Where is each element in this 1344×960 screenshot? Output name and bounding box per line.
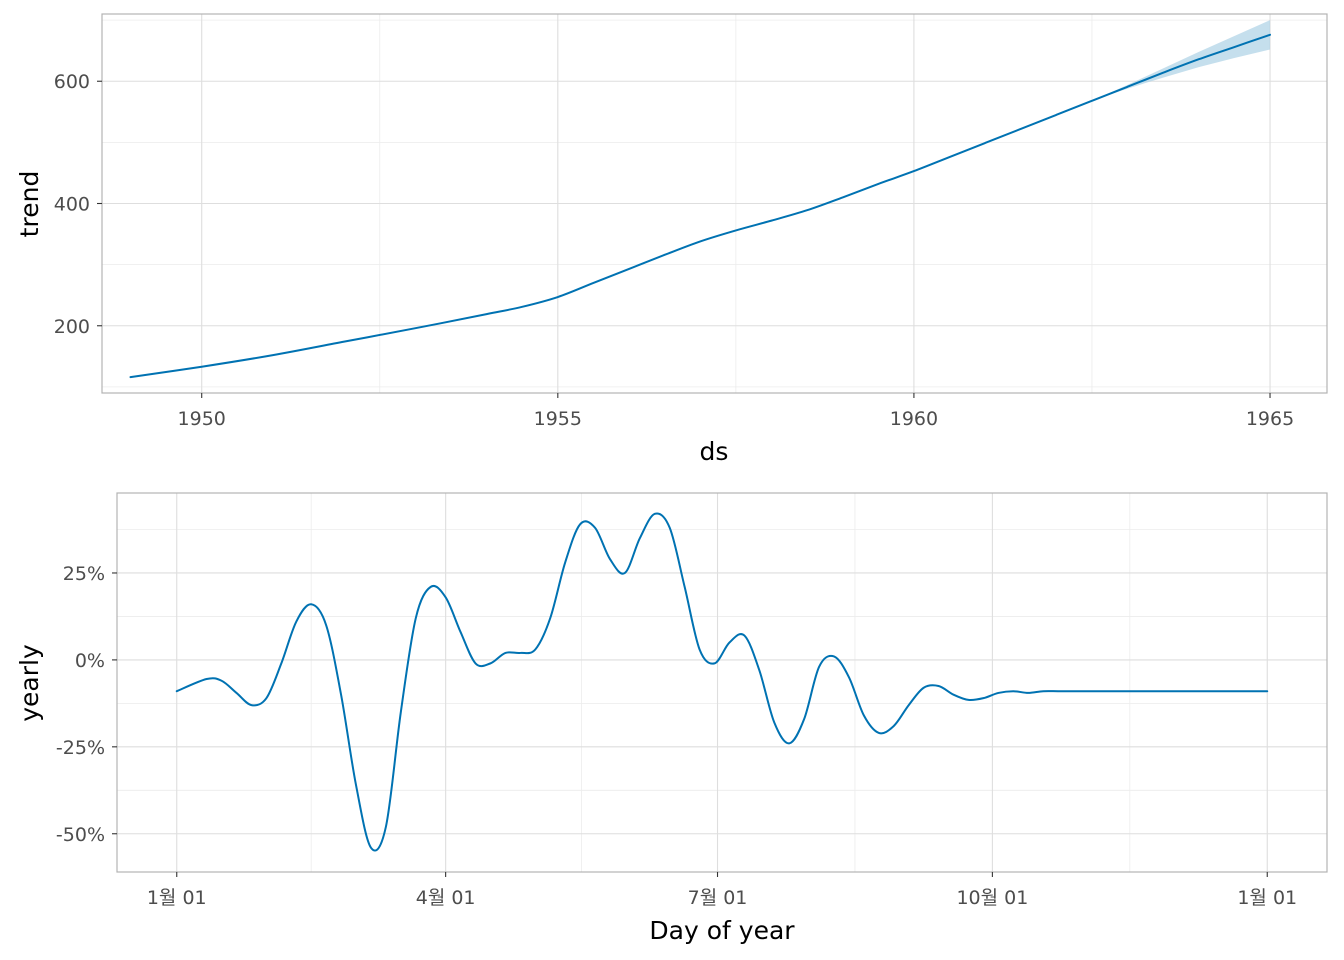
trend-y-tick-label: 400 bbox=[54, 194, 90, 216]
yearly-x-tick-label: 10월 01 bbox=[956, 887, 1028, 909]
trend-gridlines bbox=[102, 14, 1327, 393]
yearly-y-tick-label: 0% bbox=[75, 650, 105, 672]
trend-uncertainty-band bbox=[130, 20, 1271, 378]
yearly-y-tick-label: -25% bbox=[56, 737, 105, 759]
yearly-y-ticks: -50% -25% 0% 25% bbox=[56, 563, 117, 846]
yearly-panel-border bbox=[116, 492, 1328, 873]
yearly-x-tick-label: 1월 01 bbox=[1237, 887, 1297, 909]
yearly-x-tick-label: 7월 01 bbox=[688, 887, 748, 909]
yearly-y-tick-label: -50% bbox=[56, 824, 105, 846]
yearly-gridlines bbox=[117, 493, 1327, 872]
trend-x-tick-label: 1960 bbox=[890, 408, 938, 430]
trend-y-tick-label: 200 bbox=[54, 316, 90, 338]
yearly-y-axis-title: yearly bbox=[15, 644, 44, 722]
trend-x-tick-label: 1950 bbox=[178, 408, 226, 430]
trend-y-tick-label: 600 bbox=[54, 71, 90, 93]
trend-y-ticks: 200 400 600 bbox=[54, 71, 102, 338]
trend-line bbox=[129, 33, 1272, 379]
trend-x-ticks: 1950 1955 1960 1965 bbox=[178, 393, 1294, 430]
yearly-x-tick-label: 4월 01 bbox=[416, 887, 476, 909]
trend-panel: 1950 1955 1960 1965 200 400 600 ds trend bbox=[15, 13, 1328, 466]
yearly-x-axis-title: Day of year bbox=[649, 916, 795, 945]
yearly-x-ticks: 1월 01 4월 01 7월 01 10월 01 1월 01 bbox=[147, 872, 1297, 909]
yearly-x-tick-label: 1월 01 bbox=[147, 887, 207, 909]
trend-x-axis-title: ds bbox=[700, 437, 729, 466]
trend-x-tick-label: 1955 bbox=[534, 408, 582, 430]
yearly-panel: 1월 01 4월 01 7월 01 10월 01 1월 01 -50% -25% 0% 25%… bbox=[15, 492, 1328, 945]
yearly-y-tick-label: 25% bbox=[63, 563, 105, 585]
trend-y-axis-title: trend bbox=[15, 171, 44, 238]
trend-x-tick-label: 1965 bbox=[1246, 408, 1294, 430]
yearly-line bbox=[175, 512, 1269, 852]
